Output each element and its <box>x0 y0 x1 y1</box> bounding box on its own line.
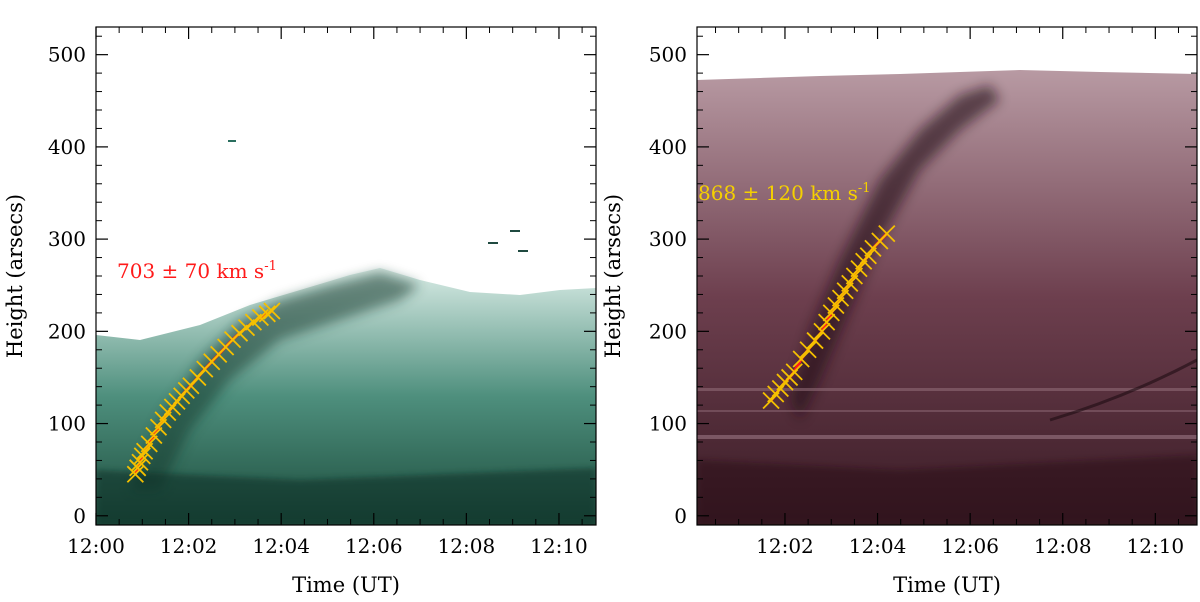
track-point <box>154 411 172 429</box>
y-tick-label: 500 <box>48 43 86 67</box>
right-ejecta-front <box>790 85 1000 420</box>
right-speed-annotation: 868 ± 120 km s-1 <box>698 181 871 205</box>
track-point <box>149 418 168 436</box>
track-point <box>806 331 824 350</box>
x-tick-label: 12:08 <box>438 534 496 558</box>
track-point <box>817 313 836 331</box>
x-tick-label: 12:02 <box>756 534 814 558</box>
right-x-tick-labels: 12:02 12:04 12:06 12:08 12:10 <box>756 534 1184 558</box>
left-intensity-region <box>96 268 596 525</box>
x-tick-label: 12:06 <box>345 534 403 558</box>
left-axis-ticks <box>95 27 596 525</box>
x-tick-label: 12:02 <box>160 534 218 558</box>
y-tick-label: 100 <box>48 412 86 436</box>
x-tick-label: 12:10 <box>530 534 588 558</box>
y-tick-label: 400 <box>649 135 687 159</box>
track-point <box>845 267 864 285</box>
y-tick-label: 200 <box>48 319 86 343</box>
x-tick-label: 12:00 <box>67 534 125 558</box>
track-point <box>126 465 144 483</box>
right-band <box>697 435 1197 439</box>
right-x-axis-title: Time (UT) <box>893 573 1001 597</box>
left-track-markers <box>126 302 281 483</box>
y-tick-label: 0 <box>73 504 86 528</box>
right-panel: 12:02 12:04 12:06 12:08 12:10 0 100 200 300 400 5… <box>601 26 1198 597</box>
left-speck <box>518 250 528 252</box>
left-dark-base <box>96 468 596 525</box>
right-y-tick-labels: 0 100 200 300 400 500 <box>649 43 687 528</box>
y-tick-label: 200 <box>649 319 687 343</box>
track-point <box>237 319 256 337</box>
track-point <box>850 259 868 278</box>
y-tick-label: 300 <box>649 227 687 251</box>
y-tick-label: 300 <box>48 227 86 251</box>
left-speck <box>510 230 520 232</box>
left-y-axis-title: Height (arsecs) <box>3 194 27 358</box>
right-band <box>697 388 1197 391</box>
track-point <box>145 426 163 445</box>
track-point <box>140 435 158 453</box>
track-point <box>785 363 803 381</box>
track-point <box>822 304 840 322</box>
x-tick-label: 12:04 <box>252 534 310 558</box>
right-band <box>697 410 1197 412</box>
left-speed-annotation: 703 ± 70 km s-1 <box>117 259 277 283</box>
left-x-tick-labels: 12:00 12:02 12:04 12:06 12:08 12:10 <box>67 534 588 558</box>
right-heatmap <box>697 27 1197 525</box>
track-point <box>189 368 207 387</box>
track-point <box>831 289 850 307</box>
track-point <box>263 302 281 320</box>
x-tick-label: 12:08 <box>1034 534 1092 558</box>
track-point <box>792 350 810 368</box>
left-speck <box>488 242 498 244</box>
left-speck <box>228 140 236 142</box>
right-axis-ticks <box>697 27 1197 525</box>
track-point <box>827 296 845 315</box>
left-y-tick-labels: 0 100 200 300 400 500 <box>48 43 86 528</box>
track-point <box>859 247 877 265</box>
left-ejecta-front <box>130 272 420 490</box>
y-tick-label: 500 <box>649 43 687 67</box>
track-point <box>135 442 154 460</box>
track-point <box>182 377 200 395</box>
track-point <box>878 224 896 243</box>
left-x-axis-title: Time (UT) <box>292 573 400 597</box>
track-point <box>836 282 854 300</box>
x-tick-label: 12:10 <box>1127 534 1185 558</box>
right-y-axis-title: Height (arsecs) <box>601 194 625 358</box>
x-tick-label: 12:04 <box>849 534 907 558</box>
track-point <box>258 305 276 323</box>
right-dark-base <box>697 455 1197 525</box>
track-point <box>131 453 149 471</box>
left-heatmap <box>96 27 596 525</box>
x-tick-label: 12:06 <box>941 534 999 558</box>
track-point <box>813 322 831 340</box>
track-point <box>129 459 147 477</box>
left-panel: 12:00 12:02 12:04 12:06 12:08 12:10 0 100 200 30… <box>3 26 597 597</box>
track-point <box>799 341 817 359</box>
y-tick-label: 0 <box>674 504 687 528</box>
right-dark-streak <box>1049 358 1197 422</box>
y-tick-label: 100 <box>649 412 687 436</box>
track-point <box>841 274 859 293</box>
y-tick-label: 400 <box>48 135 86 159</box>
track-point <box>230 324 249 342</box>
right-track-markers <box>762 224 896 410</box>
track-point <box>133 447 151 465</box>
